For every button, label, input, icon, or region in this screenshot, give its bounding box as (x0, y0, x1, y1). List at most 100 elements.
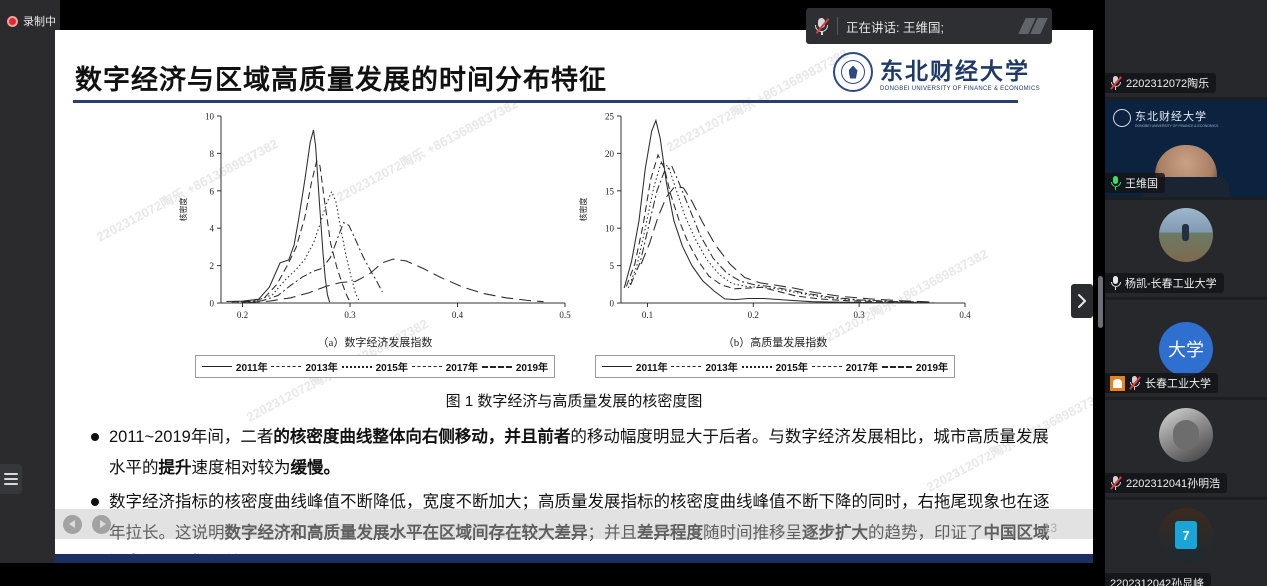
hamburger-menu-icon[interactable] (0, 464, 22, 494)
sound-wave-icon (1018, 18, 1048, 34)
bullet-dot-icon (91, 433, 99, 441)
svg-text:0.4: 0.4 (959, 310, 971, 320)
divider (837, 17, 838, 35)
participant-tile[interactable]: 2202312072陶乐 (1105, 0, 1267, 97)
svg-text:0: 0 (210, 299, 215, 309)
participant-tile[interactable]: 东北财经大学 DONGBEI UNIVERSITY OF FINANCE & EC… (1105, 100, 1267, 197)
previous-slide-button[interactable] (63, 514, 82, 534)
participant-tile[interactable]: 2202312041孙明浩 (1105, 400, 1267, 497)
avatar (1159, 208, 1213, 262)
bullet-emphasis: 缓慢。 (290, 458, 341, 477)
mic-muted-icon[interactable] (1129, 376, 1141, 390)
avatar: 大学 (1159, 321, 1213, 376)
svg-text:10: 10 (605, 224, 615, 234)
legend-label: 2017年 (845, 363, 878, 374)
svg-text:25: 25 (605, 112, 615, 122)
figure-caption: 图 1 数字经济与高质量发展的核密度图 (445, 393, 703, 410)
left-black-strip (0, 42, 55, 586)
participant-name-chip: 2202312072陶乐 (1105, 73, 1217, 93)
chart-a-caption: （a）数字经济发展指数 (317, 337, 433, 349)
legend-swatch-solid (201, 366, 232, 367)
mic-unmuted-icon[interactable] (1110, 276, 1121, 290)
legend-swatch-solid (601, 366, 632, 367)
svg-text:0.3: 0.3 (344, 310, 356, 320)
bullet-span: 的移动幅度明显大于后者。与数字经济发展相比，城市高质量发展水平的 (109, 428, 1049, 477)
svg-text:15: 15 (605, 186, 615, 196)
avatar: 7 (1159, 508, 1213, 562)
legend-swatch-longdash (881, 365, 912, 368)
participant-name: 长春工业大学 (1145, 378, 1211, 390)
mic-muted-icon[interactable] (1110, 76, 1122, 90)
recording-indicator[interactable]: 录制中 (0, 0, 60, 42)
legend-swatch-dashed (671, 366, 702, 367)
avatar (1159, 408, 1213, 462)
bullet-emphasis: 逐步扩大 (802, 523, 868, 542)
participant-tile[interactable]: 大学长春工业大学 (1105, 300, 1267, 397)
bullet-item: 2011~2019年间，二者的核密度曲线整体向右侧移动，并且前者的移动幅度明显大… (85, 422, 1063, 483)
legend-label: 2011年 (635, 363, 668, 374)
svg-text:20: 20 (605, 149, 615, 159)
active-speaker-label: 正在讲话: 王维国; (846, 20, 944, 35)
participant-name-chip: 王维国 (1105, 173, 1165, 193)
logo-english-name: DONGBEI UNIVERSITY OF FINANCE & ECONOMIC… (880, 86, 1040, 92)
bullet-emphasis: 差异程度 (637, 523, 703, 542)
bullet-span: 随时间推移呈 (703, 523, 802, 542)
figure-charts: 0 2 4 6 8 10 0.2 0.3 0.4 0.5 核密度 （a）数字经济发展指数 2011年… (175, 108, 975, 383)
participant-name-chip: 2202312041孙明浩 (1105, 473, 1228, 493)
bullet-span: 数字经济指标的核密度曲线峰值不断降低，宽度不断加大；高质量发展指标的核密度曲线峰… (109, 493, 1050, 542)
presentation-slide: 2202312072陶乐 +8613689837382 2202312072陶乐… (55, 30, 1093, 563)
legend-swatch-dashdot (411, 366, 442, 367)
chart-a: 0 2 4 6 8 10 0.2 0.3 0.4 0.5 核密度 （a）数字经济发展指数 2011年… (175, 108, 575, 383)
svg-text:0.2: 0.2 (748, 310, 759, 320)
university-seal-icon (1113, 109, 1131, 127)
slide-bottom-bar (55, 554, 1093, 563)
logo-chinese-name: 东北财经大学 (880, 59, 1030, 84)
participants-scrollbar[interactable] (1098, 276, 1103, 328)
mic-muted-icon[interactable] (1110, 476, 1122, 490)
participant-name: 2202312041孙明浩 (1126, 478, 1221, 490)
bullet-span: ；并且 (587, 523, 638, 542)
participant-strip[interactable]: 2202312072陶乐东北财经大学 DONGBEI UNIVERSITY OF … (1105, 0, 1267, 586)
slideshow-nav-bar[interactable] (55, 509, 1093, 539)
university-seal-icon (833, 52, 873, 92)
chart-b-caption: （b）高质量发展指数 (722, 337, 828, 349)
legend-label: 2011年 (235, 363, 268, 374)
legend-item: 2011年 (201, 359, 268, 374)
participant-name-chip: 长春工业大学 (1105, 373, 1218, 393)
video-university-logo: 东北财经大学 DONGBEI UNIVERSITY OF FINANCE & EC… (1113, 108, 1218, 128)
host-badge-icon (1110, 375, 1125, 391)
legend-item: 2015年 (741, 359, 808, 374)
chevron-right-icon[interactable] (1071, 284, 1093, 318)
mic-active-icon[interactable] (1110, 176, 1121, 190)
bullet-span: 2011~2019年间，二者 (109, 428, 274, 446)
next-slide-button[interactable] (92, 514, 111, 534)
svg-text:5: 5 (610, 261, 615, 271)
slide-bullets: 2011~2019年间，二者的核密度曲线整体向右侧移动，并且前者的移动幅度明显大… (85, 422, 1063, 563)
slide-page-number: 13 (1043, 521, 1057, 535)
legend-swatch-dotted (741, 365, 772, 368)
shared-screen-area[interactable]: 2202312072陶乐 +8613689837382 2202312072陶乐… (55, 30, 1093, 563)
legend-item: 2017年 (811, 359, 878, 374)
participant-name: 杨凯-长春工业大学 (1125, 278, 1217, 290)
svg-text:0.2: 0.2 (237, 310, 248, 320)
svg-text:10: 10 (205, 112, 215, 122)
bottom-black-strip (0, 563, 1105, 586)
participant-tile[interactable]: 7 2202312042孙显峰 (1105, 500, 1267, 586)
svg-text:0.5: 0.5 (559, 310, 571, 320)
svg-text:0: 0 (610, 299, 615, 309)
title-underline (73, 100, 1018, 103)
legend-swatch-longdash (481, 365, 512, 368)
legend-label: 2013年 (305, 363, 338, 374)
record-dot-icon (7, 15, 18, 27)
svg-text:核密度: 核密度 (578, 198, 588, 222)
bullet-span: 的趋势，印证了 (868, 523, 984, 542)
participant-tile[interactable]: 杨凯-长春工业大学 (1105, 200, 1267, 297)
recording-label: 录制中 (23, 16, 56, 28)
svg-text:0.1: 0.1 (642, 310, 653, 320)
legend-label: 2019年 (515, 363, 549, 374)
legend-item: 2019年 (881, 359, 948, 374)
speaker-face (1143, 145, 1229, 197)
page-title: 数字经济与区域高质量发展的时间分布特征 (75, 65, 607, 95)
legend-label: 2015年 (775, 363, 808, 374)
